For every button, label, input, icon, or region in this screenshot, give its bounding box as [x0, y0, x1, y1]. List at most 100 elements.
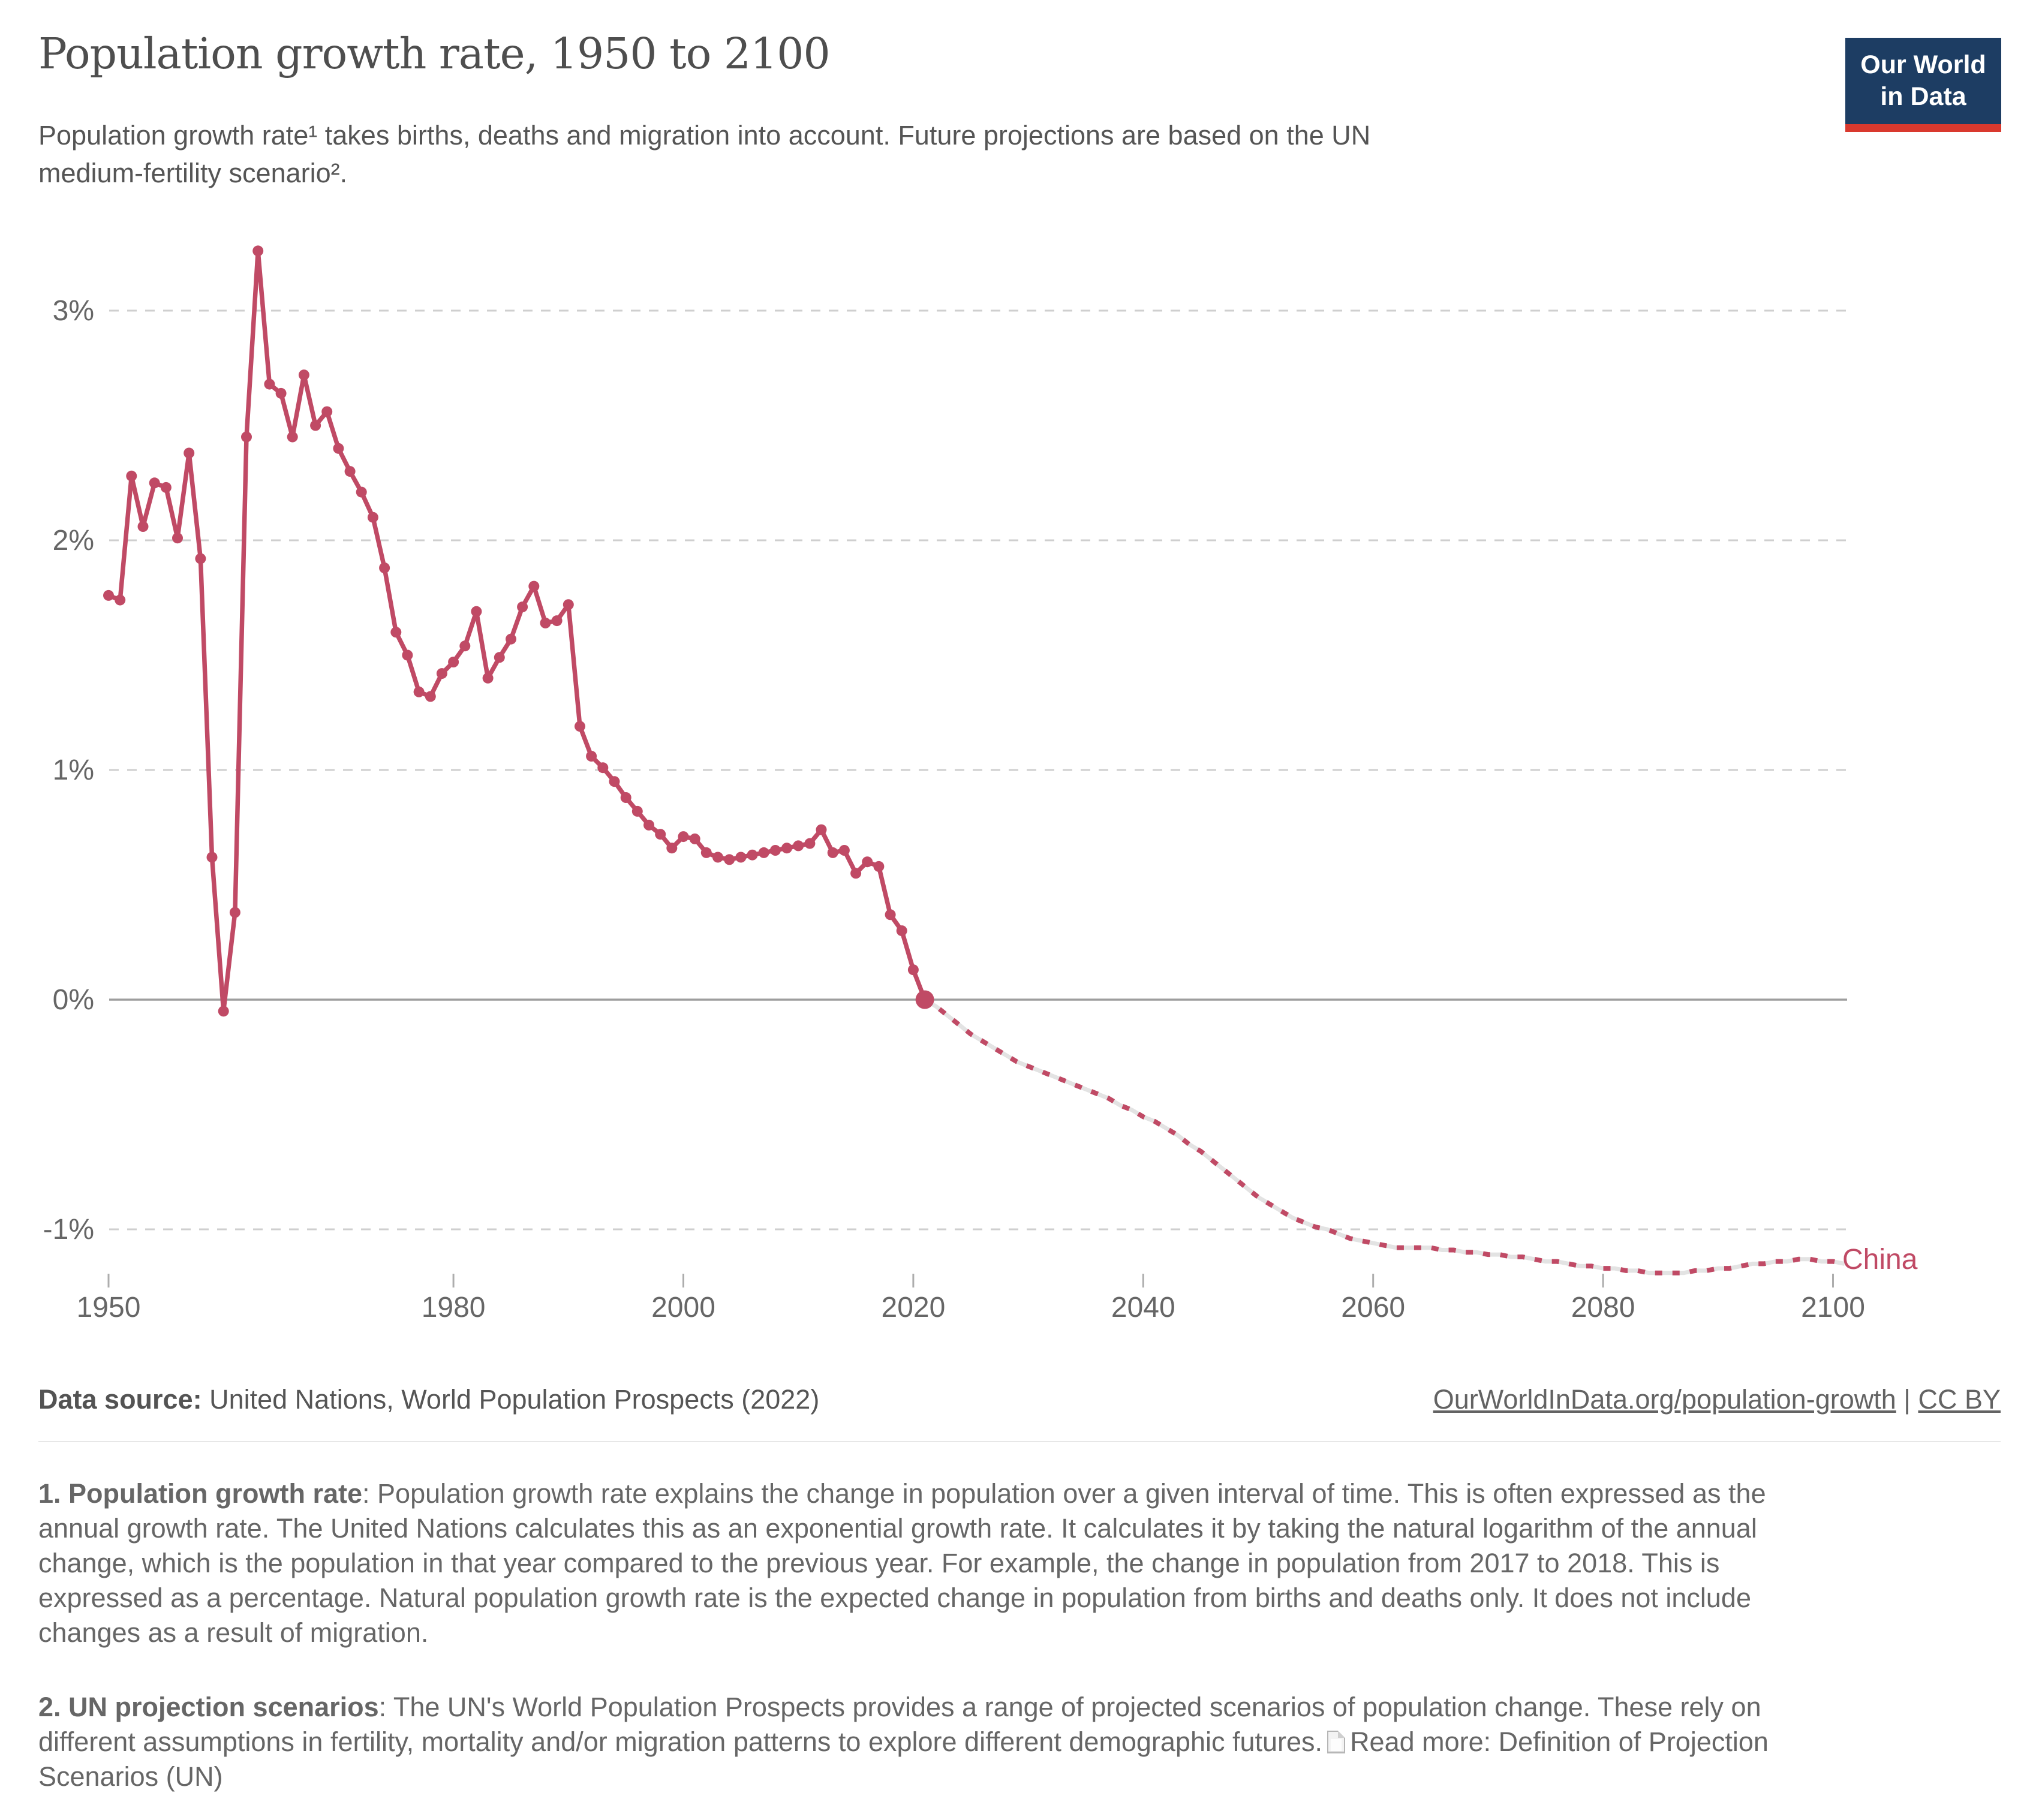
data-point-2021[interactable]: [915, 990, 934, 1009]
data-point-1994[interactable]: [609, 776, 620, 787]
y-axis-label-2%: 2%: [53, 525, 94, 556]
data-point-1972[interactable]: [356, 486, 367, 498]
historical-line-china[interactable]: [106, 248, 927, 1013]
x-axis-label-2060: 2060: [1341, 1292, 1405, 1323]
data-point-1985[interactable]: [506, 633, 516, 645]
data-source-text: United Nations, World Population Prospec…: [202, 1384, 820, 1415]
data-point-1984[interactable]: [494, 652, 505, 663]
footer-links: OurWorldInData.org/population-growth | C…: [1433, 1384, 2001, 1415]
data-point-1951[interactable]: [115, 594, 126, 606]
data-point-1956[interactable]: [172, 533, 183, 544]
owid-logo[interactable]: Our World in Data: [1845, 38, 2001, 132]
data-point-1975[interactable]: [390, 627, 402, 638]
data-point-1965[interactable]: [275, 387, 287, 399]
y-axis-label--1%: -1%: [43, 1214, 94, 1246]
data-point-1982[interactable]: [471, 606, 482, 617]
data-point-1995[interactable]: [620, 792, 631, 803]
read-more-link[interactable]: Read more: Definition of Projection: [1350, 1726, 1769, 1757]
data-point-1963[interactable]: [252, 245, 264, 257]
data-point-2014[interactable]: [838, 845, 850, 856]
data-source-note: Data source: United Nations, World Popul…: [38, 1384, 819, 1415]
footnote-2-line-3[interactable]: Scenarios (UN): [38, 1761, 223, 1792]
data-point-1979[interactable]: [436, 668, 447, 679]
x-axis-label-2000: 2000: [651, 1292, 715, 1323]
data-point-1960[interactable]: [218, 1006, 229, 1017]
data-point-2003[interactable]: [712, 852, 723, 863]
data-point-markers[interactable]: [103, 245, 934, 1017]
data-point-1962[interactable]: [241, 431, 252, 443]
data-point-1967[interactable]: [298, 369, 309, 381]
data-point-2018[interactable]: [885, 909, 896, 920]
footnote-2-term: 2. UN projection scenarios: [38, 1692, 379, 1722]
data-point-1997[interactable]: [643, 819, 654, 831]
data-point-1992[interactable]: [586, 751, 597, 762]
footnote-2: 2. UN projection scenarios: The UN's Wor…: [38, 1690, 2011, 1794]
data-point-2020[interactable]: [907, 964, 919, 976]
data-point-1952[interactable]: [126, 470, 137, 482]
data-point-1991[interactable]: [575, 721, 585, 732]
data-point-1983[interactable]: [482, 672, 494, 684]
data-point-1987[interactable]: [528, 580, 540, 592]
data-point-2004[interactable]: [724, 854, 735, 865]
data-point-1980[interactable]: [448, 657, 459, 667]
data-point-1976[interactable]: [402, 649, 413, 661]
data-point-1977[interactable]: [413, 686, 425, 697]
data-point-2016[interactable]: [862, 856, 873, 868]
data-point-1978[interactable]: [425, 691, 436, 702]
y-gridlines: 3% 2% 1% 0% -1%: [43, 295, 1847, 1246]
data-point-2007[interactable]: [758, 847, 769, 858]
series-label-china[interactable]: China: [1842, 1244, 1918, 1275]
data-point-1970[interactable]: [333, 443, 344, 454]
cc-by-link[interactable]: CC BY: [1918, 1384, 2001, 1415]
population-growth-line-chart[interactable]: 3% 2% 1% 0% -1% 1950 1980 2000 2020 2040 2060 2080 2…: [0, 0, 2039, 1355]
data-point-1981[interactable]: [459, 640, 471, 652]
data-source-label: Data source:: [38, 1384, 202, 1415]
owid-url-link[interactable]: OurWorldInData.org/population-growth: [1433, 1384, 1896, 1415]
data-point-2017[interactable]: [873, 861, 885, 872]
data-point-2001[interactable]: [689, 833, 700, 844]
data-point-1973[interactable]: [367, 512, 378, 523]
data-point-2006[interactable]: [747, 849, 758, 861]
data-point-2009[interactable]: [781, 843, 792, 854]
data-point-2013[interactable]: [827, 847, 838, 858]
data-point-2002[interactable]: [700, 847, 712, 858]
data-point-1968[interactable]: [310, 420, 321, 431]
data-point-1999[interactable]: [666, 843, 678, 854]
x-axis-label-1950: 1950: [77, 1292, 141, 1323]
data-point-1996[interactable]: [631, 805, 643, 817]
data-point-1950[interactable]: [103, 589, 114, 601]
data-point-1974[interactable]: [379, 562, 390, 573]
data-point-1955[interactable]: [160, 482, 172, 493]
data-point-1969[interactable]: [321, 406, 333, 417]
data-point-1989[interactable]: [551, 615, 563, 627]
data-point-1990[interactable]: [563, 599, 574, 610]
data-point-1993[interactable]: [597, 762, 609, 774]
footer-link-separator: |: [1896, 1384, 1918, 1415]
data-point-2000[interactable]: [678, 831, 689, 843]
data-point-1964[interactable]: [264, 378, 275, 390]
data-point-2019[interactable]: [896, 925, 907, 937]
data-point-1954[interactable]: [149, 477, 160, 489]
data-point-1958[interactable]: [195, 553, 206, 564]
footnote-2-text-1: : The UN's World Population Prospects pr…: [378, 1692, 1761, 1722]
data-point-2005[interactable]: [735, 852, 747, 863]
data-point-1961[interactable]: [229, 907, 240, 918]
footnote-1-line-5: changes as a result of migration.: [38, 1617, 429, 1648]
data-point-2008[interactable]: [769, 845, 781, 856]
chart-footer: Data source: United Nations, World Popul…: [38, 1384, 2001, 1415]
data-point-1959[interactable]: [206, 852, 218, 863]
data-point-2015[interactable]: [850, 868, 862, 879]
projection-line-china[interactable]: [924, 997, 1845, 1275]
data-point-1953[interactable]: [137, 521, 149, 532]
data-point-1966[interactable]: [287, 431, 298, 443]
footnote-2-line-2: different assumptions in fertility, mort…: [38, 1725, 2011, 1759]
data-point-1957[interactable]: [184, 447, 195, 459]
chart-canvas[interactable]: 3% 2% 1% 0% -1% 1950 1980 2000 2020 2040 2060 2080 2…: [0, 0, 2039, 1355]
data-point-1986[interactable]: [517, 601, 528, 613]
data-point-2010[interactable]: [793, 840, 804, 852]
data-point-1971[interactable]: [344, 466, 356, 477]
data-point-2012[interactable]: [816, 824, 827, 835]
data-point-1988[interactable]: [540, 617, 551, 628]
data-point-2011[interactable]: [804, 838, 816, 849]
data-point-1998[interactable]: [655, 829, 666, 840]
